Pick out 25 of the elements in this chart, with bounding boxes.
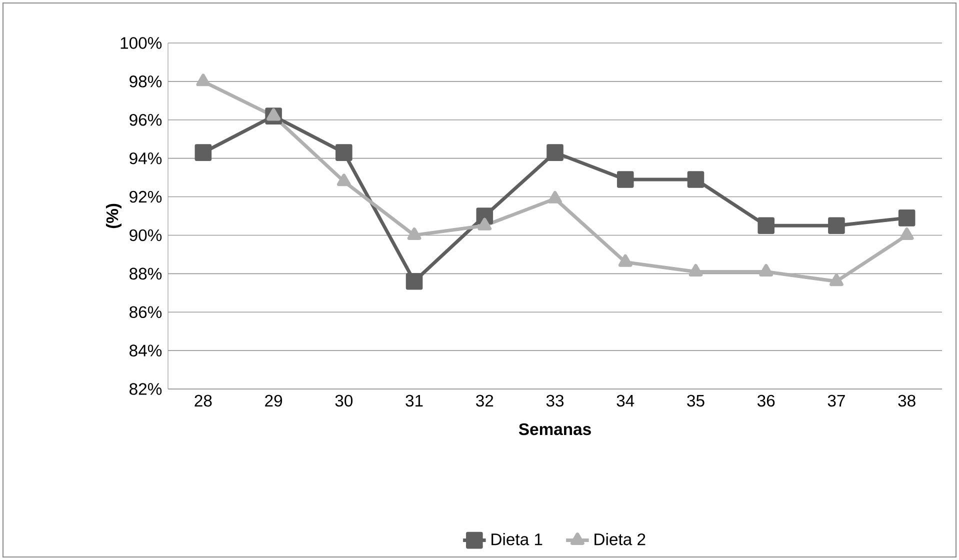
y-tick-label: 92% bbox=[130, 190, 162, 203]
x-tick-label: 35 bbox=[687, 394, 704, 407]
y-tick-label: 90% bbox=[130, 229, 162, 242]
x-tick-label: 30 bbox=[335, 394, 353, 407]
x-tick-label: 32 bbox=[476, 394, 494, 407]
x-tick-label: 29 bbox=[265, 394, 282, 407]
y-tick-label: 84% bbox=[130, 344, 162, 356]
x-tick-label: 33 bbox=[546, 394, 564, 407]
y-tick-label: 94% bbox=[130, 152, 162, 164]
x-tick-label: 34 bbox=[616, 394, 634, 407]
y-axis-title: (%) bbox=[106, 204, 122, 228]
y-tick-label: 100% bbox=[120, 37, 162, 49]
legend-label: Dieta 2 bbox=[594, 532, 646, 546]
y-tick-label: 88% bbox=[130, 268, 162, 280]
y-tick-label: 86% bbox=[130, 306, 162, 318]
x-tick-label: 38 bbox=[898, 394, 916, 407]
y-tick-label: 82% bbox=[130, 383, 162, 395]
x-tick-label: 36 bbox=[757, 394, 775, 407]
x-axis-title: Semanas bbox=[518, 423, 591, 436]
x-tick-label: 28 bbox=[194, 394, 212, 407]
x-tick-label: 37 bbox=[828, 394, 845, 407]
legend-label: Dieta 1 bbox=[492, 532, 542, 546]
x-tick-label: 31 bbox=[406, 394, 423, 407]
y-tick-label: 98% bbox=[130, 76, 162, 88]
y-tick-label: 96% bbox=[130, 114, 162, 126]
